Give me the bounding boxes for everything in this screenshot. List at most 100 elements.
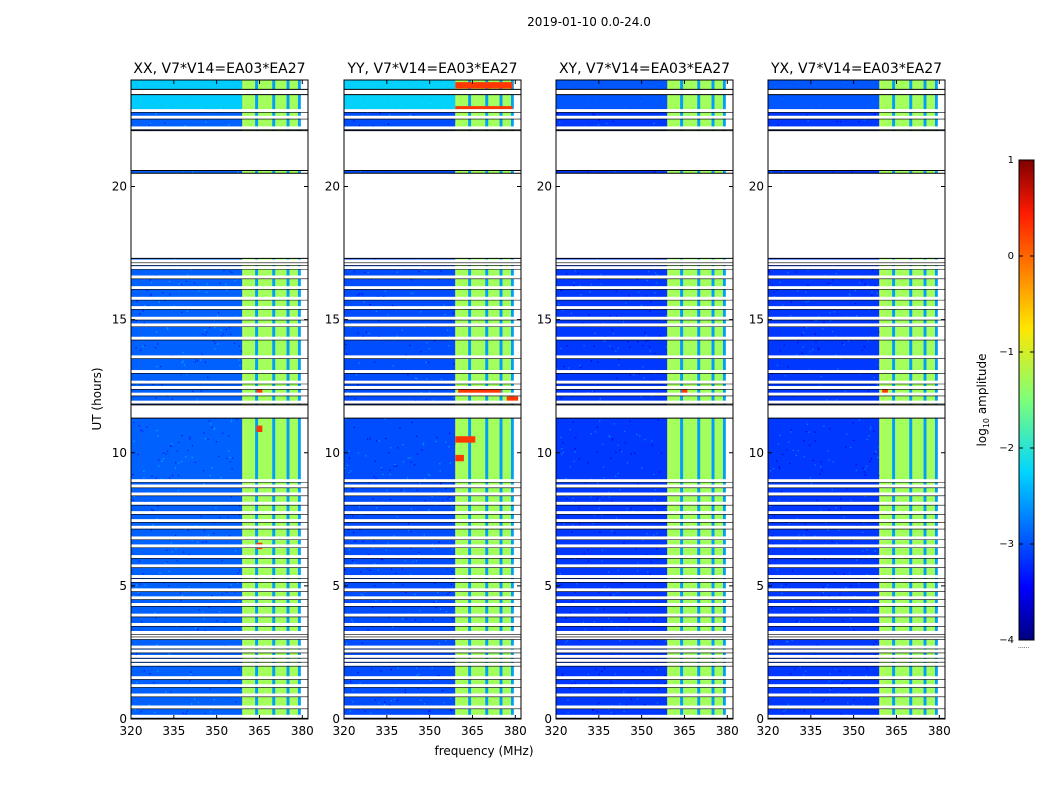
noise-speck	[772, 467, 775, 470]
noise-speck	[610, 457, 612, 459]
noise-speck	[863, 119, 865, 121]
noise-speck	[616, 626, 618, 628]
noise-speck	[204, 329, 206, 331]
noise-speck	[870, 426, 872, 428]
flag-line	[344, 630, 521, 634]
noise-speck	[183, 364, 186, 366]
noise-speck	[452, 483, 454, 485]
noise-speck	[165, 562, 167, 564]
noise-speck	[211, 427, 213, 429]
noise-speck	[797, 450, 799, 452]
noise-speck	[407, 613, 409, 615]
noise-speck	[823, 425, 825, 427]
noise-speck	[830, 320, 832, 322]
noise-speck	[852, 422, 854, 424]
noise-speck	[431, 667, 433, 669]
noise-speck	[854, 652, 856, 654]
noise-speck	[836, 543, 838, 545]
noise-speck	[593, 391, 595, 393]
noise-speck	[579, 284, 581, 287]
noise-speck	[357, 672, 359, 674]
noise-speck	[656, 548, 658, 550]
noise-speck	[657, 419, 659, 421]
flag-line	[768, 693, 945, 697]
noise-speck	[152, 524, 154, 526]
noise-speck	[877, 456, 879, 459]
flag-line	[344, 693, 521, 697]
flag-line	[556, 336, 733, 340]
noise-speck	[231, 271, 233, 274]
noise-speck	[776, 364, 779, 366]
noise-speck	[602, 443, 604, 445]
noise-speck	[418, 482, 421, 484]
colorbar-tick-label: −3	[999, 539, 1014, 550]
noise-speck	[241, 627, 243, 629]
noise-speck	[194, 358, 197, 360]
noise-speck	[825, 543, 827, 545]
noise-speck	[583, 345, 585, 347]
noise-speck	[363, 301, 365, 303]
noise-speck	[848, 674, 850, 677]
y-tick-label: 0	[332, 712, 340, 726]
noise-speck	[390, 668, 392, 671]
noise-speck	[823, 699, 826, 701]
noise-speck	[565, 273, 568, 275]
noise-speck	[144, 344, 146, 347]
noise-speck	[431, 495, 433, 498]
noise-speck	[608, 491, 610, 493]
flag-line	[344, 633, 521, 637]
y-tick-label: 20	[325, 180, 340, 194]
noise-speck	[653, 499, 656, 501]
noise-speck	[419, 610, 421, 612]
noise-speck	[226, 289, 228, 291]
flag-line	[556, 275, 733, 279]
noise-speck	[807, 269, 809, 271]
noise-speck	[775, 559, 777, 561]
flag-line	[768, 306, 945, 310]
noise-speck	[408, 523, 410, 525]
noise-speck	[404, 560, 406, 562]
noise-speck	[598, 507, 600, 509]
noise-speck	[663, 683, 666, 685]
noise-speck	[135, 586, 137, 588]
noise-speck	[420, 699, 422, 701]
noise-speck	[428, 710, 430, 713]
noise-speck	[387, 314, 389, 316]
noise-speck	[140, 429, 142, 431]
noise-speck	[643, 377, 645, 379]
flag-line	[556, 630, 733, 634]
colorbar-tick-label: −4	[999, 635, 1014, 646]
noise-speck	[874, 550, 876, 552]
noise-speck	[598, 499, 601, 501]
noise-speck	[364, 710, 366, 712]
noise-speck	[590, 496, 592, 498]
noise-speck	[844, 390, 846, 392]
noise-speck	[140, 711, 142, 713]
noise-speck	[138, 593, 140, 595]
noise-speck	[396, 699, 399, 702]
noise-speck	[178, 441, 180, 444]
colorbar-ticks: 1 0 −1 −2 −3 −4	[999, 155, 1034, 646]
noise-speck	[597, 482, 599, 484]
noise-speck	[850, 585, 852, 587]
noise-speck	[132, 474, 134, 476]
noise-speck	[769, 505, 772, 508]
noise-speck	[162, 458, 164, 460]
noise-speck	[789, 462, 791, 465]
noise-speck	[354, 562, 356, 564]
noise-speck	[214, 427, 216, 429]
flag-line	[768, 684, 945, 688]
flag-line	[556, 676, 733, 680]
noise-speck	[856, 315, 858, 317]
noise-speck	[348, 450, 350, 452]
noise-speck	[630, 453, 632, 455]
noise-speck	[174, 258, 176, 260]
noise-speck	[204, 712, 206, 715]
noise-speck	[420, 311, 422, 313]
noise-speck	[768, 270, 770, 273]
noise-speck	[238, 668, 240, 670]
noise-speck	[353, 532, 355, 534]
noise-speck	[609, 345, 611, 347]
noise-speck	[410, 547, 412, 549]
noise-speck	[158, 465, 160, 467]
